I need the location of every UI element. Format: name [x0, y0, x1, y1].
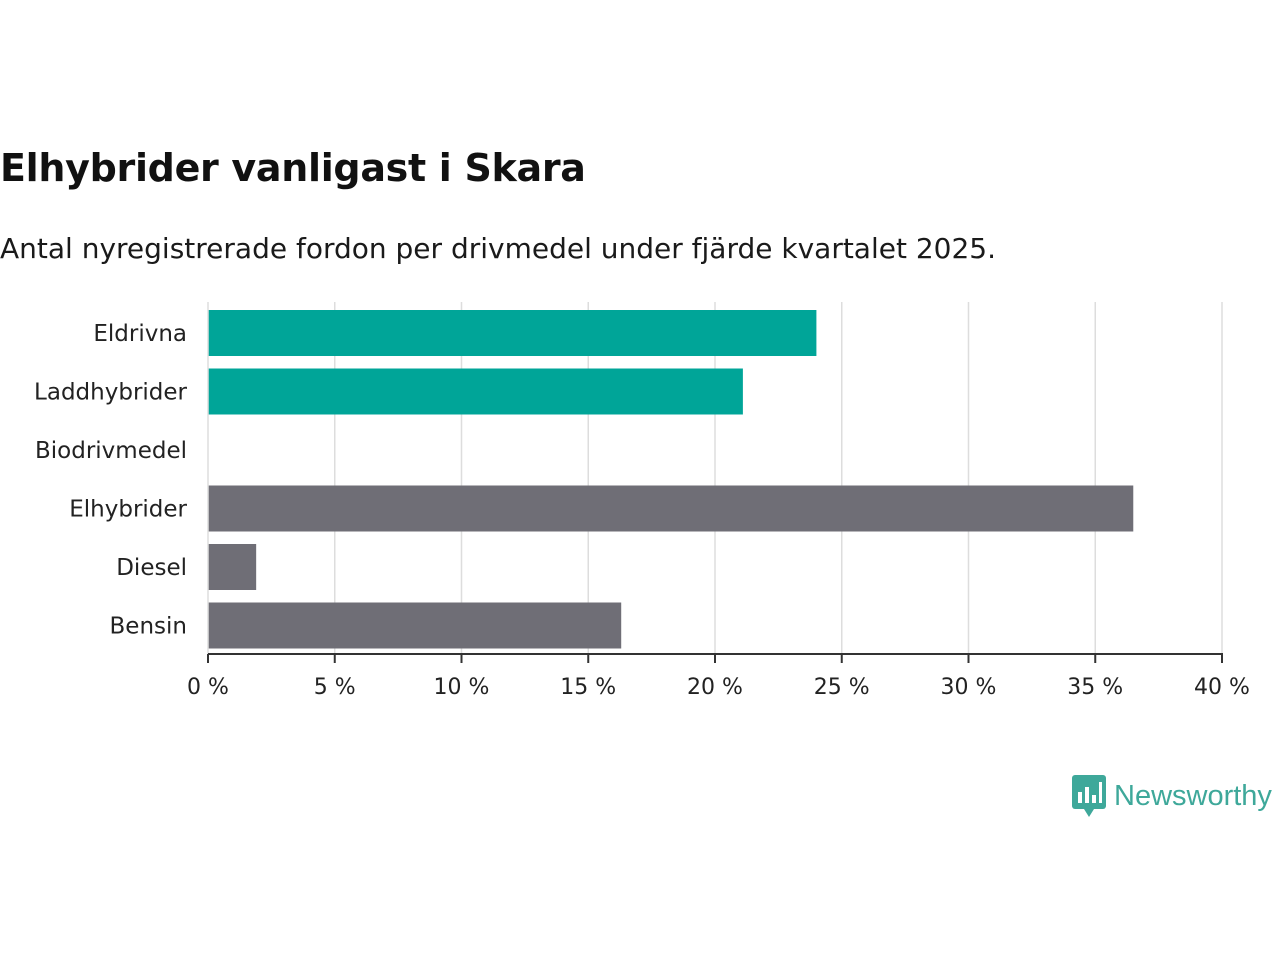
category-label: Biodrivmedel [35, 438, 187, 464]
bar-laddhybrider [208, 368, 743, 415]
chart-title: Elhybrider vanligast i Skara [0, 146, 586, 190]
x-tick-label: 25 % [814, 675, 870, 700]
category-label: Elhybrider [69, 497, 187, 523]
gridlines [334, 302, 1223, 654]
brand-name: Newsworthy [1114, 779, 1272, 812]
x-tick-label: 30 % [941, 675, 997, 700]
category-label: Diesel [116, 555, 187, 581]
chart-subtitle: Antal nyregistrerade fordon per drivmede… [0, 232, 997, 265]
bar-bensin [208, 602, 622, 649]
category-label: Eldrivna [93, 321, 187, 347]
x-tick-label: 15 % [560, 675, 616, 700]
bar-diesel [208, 544, 257, 590]
x-tick-label: 5 % [314, 675, 356, 700]
category-labels: Eldrivna Laddhybrider Biodrivmedel Elhybrid… [34, 321, 187, 640]
x-tick-label: 20 % [687, 675, 743, 700]
bars [208, 310, 1134, 649]
x-tick-label: 10 % [434, 675, 490, 700]
bar-chart-speech-icon [1072, 775, 1106, 817]
x-tick-label: 35 % [1067, 675, 1123, 700]
bar-elhybrider [208, 485, 1134, 532]
x-axis: 0 % 5 % 10 % 15 % 20 % 25 % 30 % 35 % 40 % [187, 302, 1250, 700]
x-tick-label: 40 % [1194, 675, 1250, 700]
bar-eldrivna [208, 310, 817, 356]
x-tick-label: 0 % [187, 675, 229, 700]
category-label: Laddhybrider [34, 380, 187, 406]
newsworthy-logo: Newsworthy [1072, 775, 1272, 817]
category-label: Bensin [110, 614, 187, 640]
